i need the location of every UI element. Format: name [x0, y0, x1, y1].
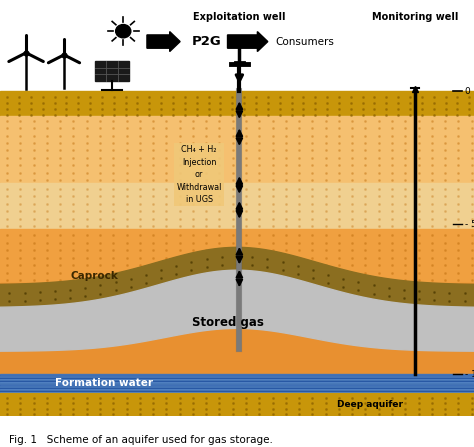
Text: - 1000 m: - 1000 m — [465, 370, 474, 379]
Bar — [0, 229, 474, 283]
Text: Fig. 1   Scheme of an aquifer used for gas storage.: Fig. 1 Scheme of an aquifer used for gas… — [9, 435, 273, 445]
Text: - 500 m: - 500 m — [465, 220, 474, 229]
Text: Stored gas: Stored gas — [191, 316, 264, 329]
Text: Monitoring well: Monitoring well — [372, 12, 458, 21]
Text: Deep aquifer: Deep aquifer — [337, 400, 403, 409]
Polygon shape — [0, 270, 474, 351]
FancyArrow shape — [147, 32, 180, 51]
Bar — [0, 92, 474, 116]
Text: Caprock: Caprock — [71, 271, 119, 282]
FancyArrow shape — [228, 32, 268, 51]
Bar — [0, 374, 474, 393]
Text: Formation water: Formation water — [55, 378, 153, 388]
Polygon shape — [0, 247, 474, 307]
Text: 0 m: 0 m — [465, 87, 474, 96]
Bar — [0, 116, 474, 183]
Bar — [0, 183, 474, 229]
Bar — [0, 283, 474, 383]
Bar — [0, 393, 474, 416]
Circle shape — [116, 25, 131, 38]
Text: CH₄ + H₂
Injection
or
Withdrawal
in UGS: CH₄ + H₂ Injection or Withdrawal in UGS — [176, 145, 222, 204]
Text: Consumers: Consumers — [276, 37, 335, 46]
Text: Exploitation well: Exploitation well — [193, 12, 286, 21]
Bar — [95, 61, 129, 81]
Text: P2G: P2G — [192, 35, 222, 48]
